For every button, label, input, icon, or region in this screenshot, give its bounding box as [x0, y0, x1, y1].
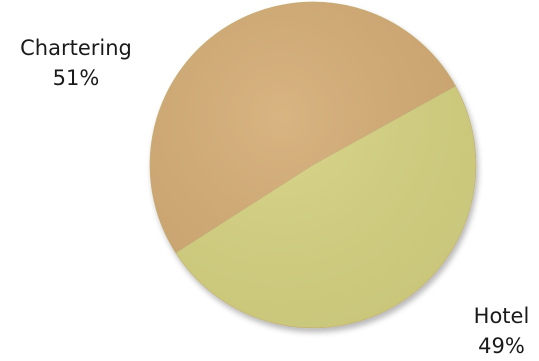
- slice-label-hotel-name: Hotel: [473, 304, 530, 328]
- slice-label-hotel: Hotel 49%: [464, 301, 539, 361]
- slice-label-chartering-name: Chartering: [20, 36, 132, 60]
- slice-label-chartering-value: 51%: [52, 66, 100, 90]
- slice-label-hotel-value: 49%: [478, 334, 525, 358]
- slice-label-chartering: Chartering 51%: [10, 33, 142, 93]
- pie-shading: [150, 2, 476, 328]
